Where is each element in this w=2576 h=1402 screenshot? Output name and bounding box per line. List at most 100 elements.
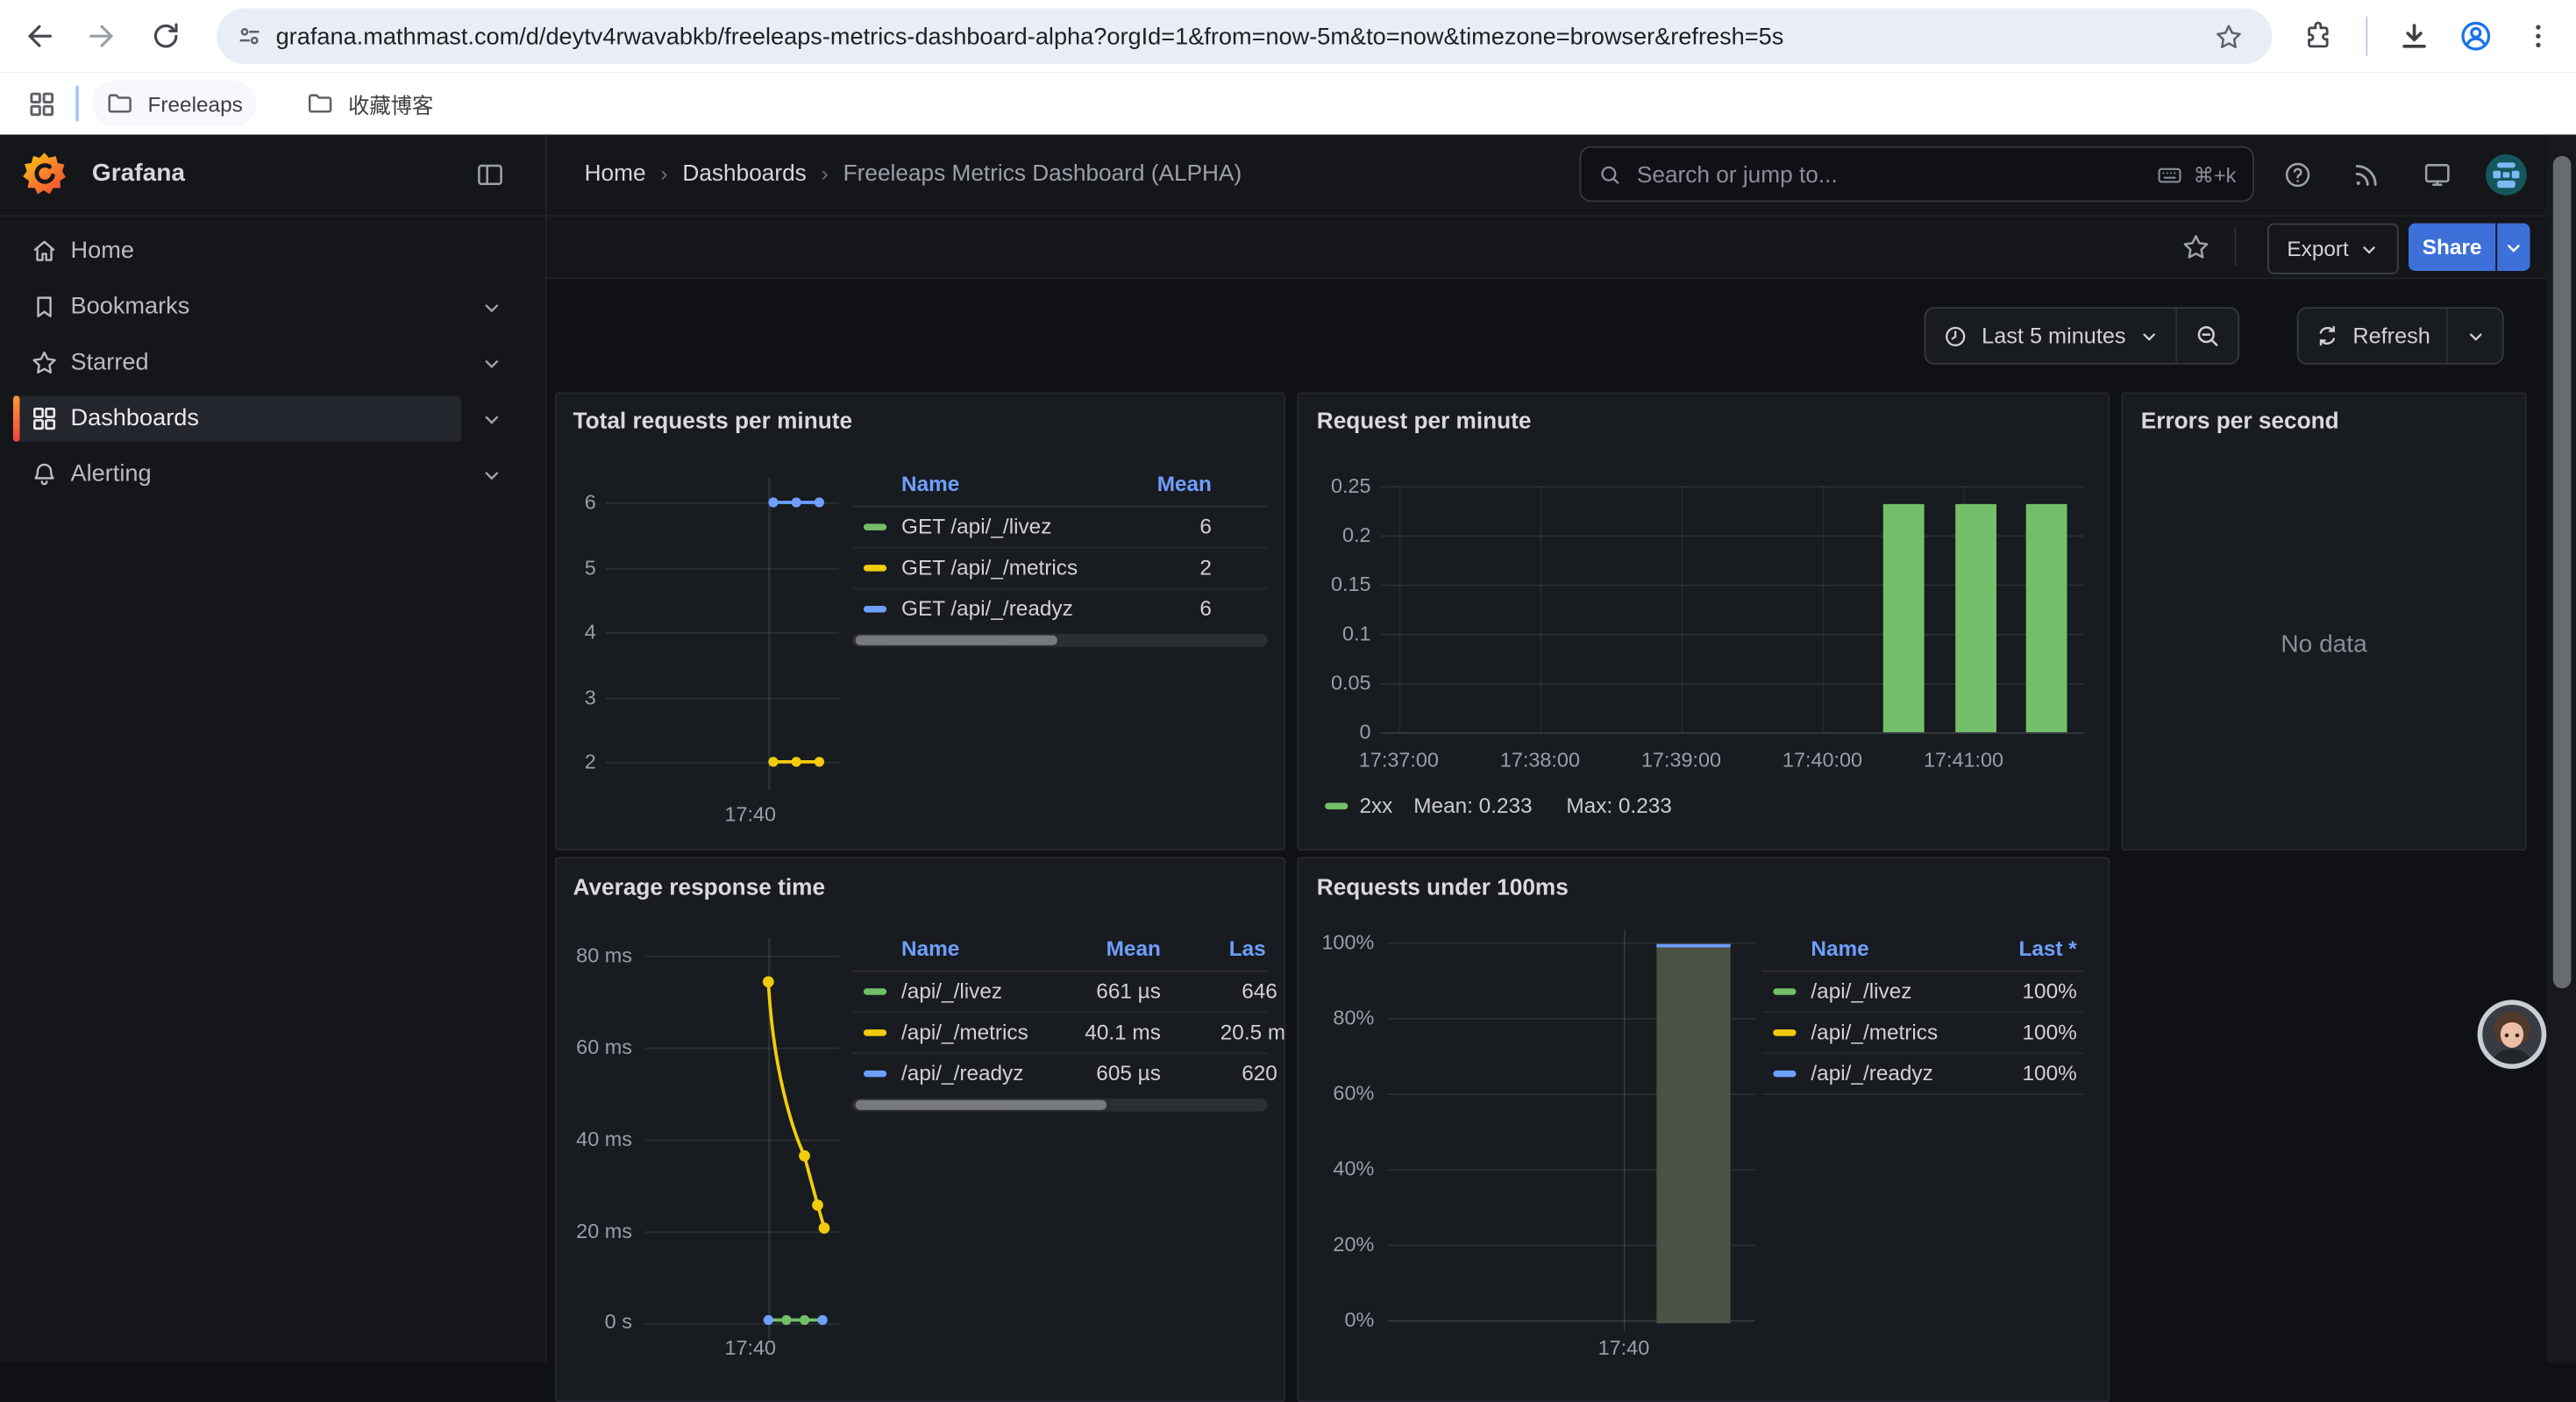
chevron-down-icon bbox=[2139, 326, 2159, 345]
sidebar-item-dashboards[interactable]: Dashboards bbox=[0, 391, 545, 447]
time-controls: Last 5 minutes bbox=[1925, 307, 2239, 365]
dashboard-actions-bar: Export Share bbox=[545, 217, 2547, 279]
sidebar-item-home[interactable]: Home bbox=[0, 224, 545, 280]
x-tick: 17:40 bbox=[1581, 1336, 1666, 1359]
chevron-down-icon[interactable] bbox=[481, 296, 502, 317]
sidebar-item-alerting[interactable]: Alerting bbox=[0, 446, 545, 502]
panel-title[interactable]: Requests under 100ms bbox=[1317, 873, 1569, 900]
page-scrollbar-thumb[interactable] bbox=[2552, 156, 2571, 988]
screen: Freeleaps 收藏博客 Grafana Home › Dashboards… bbox=[0, 0, 2576, 1363]
legend-scrollbar[interactable] bbox=[852, 634, 1268, 647]
export-button[interactable]: Export bbox=[2267, 224, 2398, 274]
forward-icon[interactable] bbox=[82, 17, 122, 56]
panel-title[interactable]: Request per minute bbox=[1317, 407, 1532, 433]
sidebar-item-bookmarks[interactable]: Bookmarks bbox=[0, 279, 545, 335]
chevron-right-icon: › bbox=[822, 160, 829, 185]
legend-name[interactable]: /api/_/readyz bbox=[901, 1061, 1023, 1085]
sidebar-item-label: Dashboards bbox=[71, 406, 199, 432]
legend-header-last[interactable]: Last * bbox=[1962, 936, 2077, 960]
series-pill bbox=[1773, 1029, 1796, 1035]
search-box[interactable]: ⌘+k bbox=[1579, 146, 2254, 203]
bookmark-drop-indicator bbox=[75, 85, 79, 121]
download-icon[interactable] bbox=[2392, 15, 2435, 58]
zoom-out-button[interactable] bbox=[2177, 309, 2238, 363]
assistant-avatar-widget[interactable] bbox=[2478, 1000, 2547, 1069]
legend-header-name[interactable]: Name bbox=[1811, 936, 1868, 960]
apps-grid-icon[interactable] bbox=[19, 82, 62, 125]
favorite-star-icon[interactable] bbox=[2179, 230, 2211, 262]
legend-value: 6 bbox=[1097, 596, 1212, 621]
legend-header-name[interactable]: Name bbox=[901, 936, 959, 960]
legend-header-mean[interactable]: Mean bbox=[1097, 471, 1212, 495]
legend-header-mean[interactable]: Mean bbox=[1046, 936, 1161, 960]
refresh-label: Refresh bbox=[2352, 324, 2430, 348]
sidebar-toggle-icon[interactable] bbox=[473, 158, 505, 190]
x-tick: 17:41:00 bbox=[1904, 749, 2023, 772]
legend-scrollbar-thumb[interactable] bbox=[856, 1100, 1107, 1110]
x-tick: 17:39:00 bbox=[1622, 749, 1740, 772]
browser-menu-icon[interactable] bbox=[2517, 15, 2560, 58]
back-icon[interactable] bbox=[19, 17, 59, 56]
grafana-header: Grafana Home › Dashboards › Freeleaps Me… bbox=[0, 135, 2576, 217]
chevron-down-icon[interactable] bbox=[481, 352, 502, 374]
folder-icon bbox=[105, 89, 135, 118]
legend-scrollbar-thumb[interactable] bbox=[856, 636, 1057, 645]
news-rss-icon[interactable] bbox=[2350, 158, 2382, 190]
legend-name[interactable]: GET /api/_/readyz bbox=[901, 596, 1073, 621]
bookmark-folder-blogs[interactable]: 收藏博客 bbox=[292, 81, 446, 126]
keyboard-icon bbox=[2156, 160, 2184, 189]
refresh-interval-dropdown[interactable] bbox=[2448, 309, 2502, 363]
legend-name[interactable]: /api/_/metrics bbox=[901, 1020, 1028, 1044]
refresh-button[interactable]: Refresh bbox=[2299, 309, 2447, 363]
legend-mean: 40.1 ms bbox=[1046, 1020, 1161, 1044]
grafana-logo[interactable] bbox=[23, 153, 66, 196]
sidebar-item-starred[interactable]: Starred bbox=[0, 335, 545, 391]
user-avatar[interactable] bbox=[2486, 154, 2527, 196]
legend-name[interactable]: /api/_/livez bbox=[1811, 979, 1911, 1003]
legend-name[interactable]: GET /api/_/metrics bbox=[901, 555, 1078, 580]
chevron-down-icon[interactable] bbox=[481, 464, 502, 485]
legend-name[interactable]: /api/_/metrics bbox=[1811, 1020, 1938, 1044]
y-tick: 60% bbox=[1299, 1082, 1374, 1105]
help-icon[interactable] bbox=[2281, 158, 2313, 190]
panel-title[interactable]: Errors per second bbox=[2141, 407, 2339, 433]
panel-errors-per-second: Errors per second No data bbox=[2121, 393, 2527, 850]
y-tick: 80% bbox=[1299, 1007, 1374, 1029]
share-dropdown-button[interactable] bbox=[2497, 224, 2530, 271]
site-settings-icon[interactable] bbox=[231, 18, 267, 54]
extensions-icon[interactable] bbox=[2297, 15, 2340, 58]
legend-scrollbar[interactable] bbox=[852, 1099, 1268, 1112]
profile-icon[interactable] bbox=[2454, 15, 2497, 58]
legend-name[interactable]: /api/_/readyz bbox=[1811, 1061, 1932, 1085]
legend-series[interactable]: 2xx bbox=[1359, 793, 1392, 817]
page-scrollbar[interactable] bbox=[2546, 135, 2576, 1363]
bookmark-star-icon[interactable] bbox=[2210, 18, 2245, 54]
chevron-down-icon[interactable] bbox=[481, 408, 502, 429]
legend-header-name[interactable]: Name bbox=[901, 471, 959, 495]
panel-request-per-minute: Request per minute 0.25 0.2 0.15 0.1 0.0… bbox=[1297, 393, 2110, 850]
legend-name[interactable]: /api/_/livez bbox=[901, 979, 1002, 1003]
search-icon bbox=[1598, 161, 1622, 186]
y-tick: 20% bbox=[1299, 1233, 1374, 1256]
y-tick: 40% bbox=[1299, 1157, 1374, 1180]
monitor-icon[interactable] bbox=[2420, 158, 2452, 190]
chevron-right-icon: › bbox=[660, 160, 667, 185]
breadcrumb-current: Freeleaps Metrics Dashboard (ALPHA) bbox=[843, 160, 1242, 186]
series-pill bbox=[864, 523, 886, 530]
actions-divider bbox=[2235, 228, 2237, 266]
breadcrumb-dashboards[interactable]: Dashboards bbox=[682, 160, 806, 186]
legend-mean: 605 µs bbox=[1046, 1061, 1161, 1085]
search-input[interactable] bbox=[1633, 160, 2155, 189]
grafana-brand[interactable]: Grafana bbox=[92, 160, 185, 188]
time-range-picker[interactable]: Last 5 minutes bbox=[1925, 309, 2174, 363]
legend-name[interactable]: GET /api/_/livez bbox=[901, 514, 1051, 538]
bookmark-label: 收藏博客 bbox=[348, 88, 433, 119]
bookmark-folder-freeleaps[interactable]: Freeleaps bbox=[92, 81, 256, 126]
address-bar[interactable] bbox=[217, 8, 2272, 64]
reload-icon[interactable] bbox=[146, 17, 186, 56]
legend-header-last[interactable]: Las bbox=[1180, 936, 1265, 960]
breadcrumb-home[interactable]: Home bbox=[585, 160, 646, 186]
url-input[interactable] bbox=[273, 8, 2217, 67]
series-pill bbox=[864, 606, 886, 612]
share-button[interactable]: Share bbox=[2409, 224, 2495, 271]
